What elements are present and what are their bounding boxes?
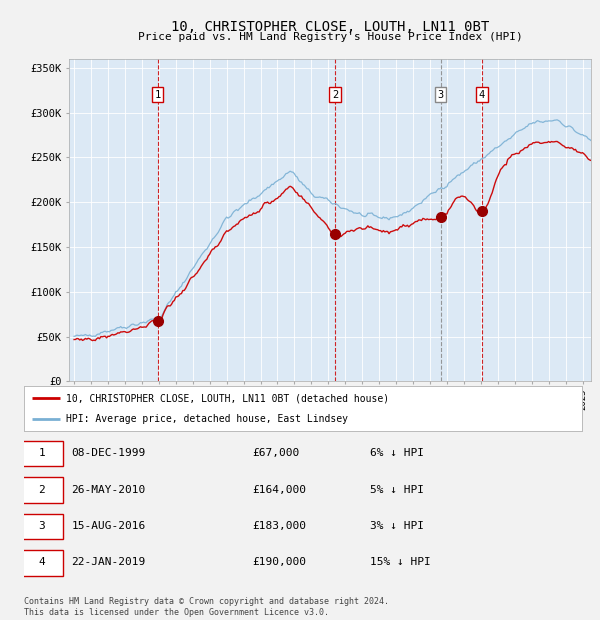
FancyBboxPatch shape (21, 550, 63, 575)
Text: 1: 1 (38, 448, 45, 458)
FancyBboxPatch shape (21, 513, 63, 539)
Text: Contains HM Land Registry data © Crown copyright and database right 2024.
This d: Contains HM Land Registry data © Crown c… (24, 598, 389, 617)
Text: Price paid vs. HM Land Registry's House Price Index (HPI): Price paid vs. HM Land Registry's House … (137, 32, 523, 42)
Text: 2: 2 (332, 90, 338, 100)
Text: 10, CHRISTOPHER CLOSE, LOUTH, LN11 0BT (detached house): 10, CHRISTOPHER CLOSE, LOUTH, LN11 0BT (… (66, 393, 389, 404)
Text: 3% ↓ HPI: 3% ↓ HPI (370, 521, 424, 531)
Text: 4: 4 (479, 90, 485, 100)
Text: 08-DEC-1999: 08-DEC-1999 (71, 448, 146, 458)
Text: 15% ↓ HPI: 15% ↓ HPI (370, 557, 431, 567)
Text: £164,000: £164,000 (253, 485, 307, 495)
Text: 6% ↓ HPI: 6% ↓ HPI (370, 448, 424, 458)
Text: 4: 4 (38, 557, 45, 567)
Text: £67,000: £67,000 (253, 448, 300, 458)
Text: £183,000: £183,000 (253, 521, 307, 531)
Text: HPI: Average price, detached house, East Lindsey: HPI: Average price, detached house, East… (66, 414, 348, 424)
Text: 1: 1 (155, 90, 161, 100)
Text: 15-AUG-2016: 15-AUG-2016 (71, 521, 146, 531)
Text: £190,000: £190,000 (253, 557, 307, 567)
Text: 26-MAY-2010: 26-MAY-2010 (71, 485, 146, 495)
Text: 2: 2 (38, 485, 45, 495)
Text: 5% ↓ HPI: 5% ↓ HPI (370, 485, 424, 495)
Text: 10, CHRISTOPHER CLOSE, LOUTH, LN11 0BT: 10, CHRISTOPHER CLOSE, LOUTH, LN11 0BT (171, 20, 489, 35)
Text: 22-JAN-2019: 22-JAN-2019 (71, 557, 146, 567)
FancyBboxPatch shape (21, 441, 63, 466)
FancyBboxPatch shape (21, 477, 63, 503)
Text: 3: 3 (38, 521, 45, 531)
Text: 3: 3 (437, 90, 443, 100)
